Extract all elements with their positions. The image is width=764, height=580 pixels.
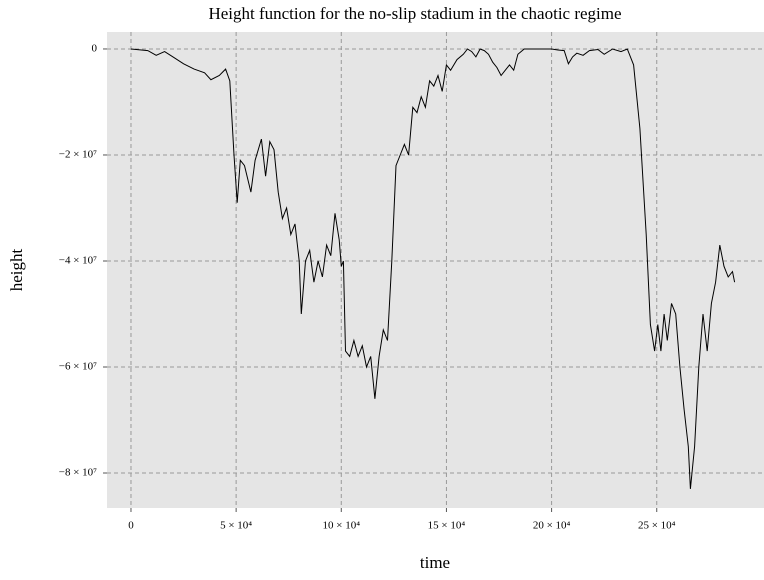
- y-tick-label: 0: [92, 42, 98, 54]
- x-tick-label: 5 × 10⁴: [220, 520, 252, 532]
- y-tick-label: −8 × 10⁷: [59, 467, 97, 479]
- data-line: [130, 48, 736, 489]
- y-tick-label: −2 × 10⁷: [59, 149, 97, 161]
- y-axis-label: height: [7, 248, 26, 291]
- x-axis-label: time: [420, 553, 450, 572]
- x-tick-label: 0: [128, 520, 134, 532]
- x-tick-label: 15 × 10⁴: [428, 520, 466, 532]
- x-tick-label: 10 × 10⁴: [323, 520, 361, 532]
- plot-background: [107, 32, 764, 508]
- chart-title: Height function for the no-slip stadium …: [208, 4, 621, 23]
- y-tick-label: −6 × 10⁷: [59, 361, 97, 373]
- x-tick-label: 20 × 10⁴: [533, 520, 571, 532]
- x-tick-label: 25 × 10⁴: [638, 520, 676, 532]
- y-tick-label: −4 × 10⁷: [59, 255, 97, 267]
